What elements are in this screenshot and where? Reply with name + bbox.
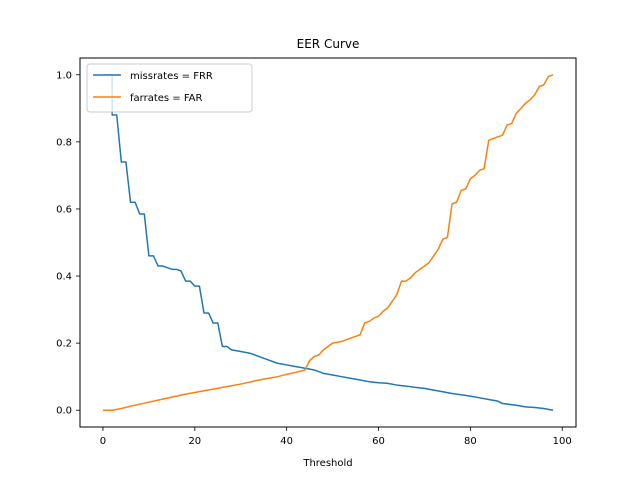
x-tick-label: 60	[372, 436, 385, 447]
x-tick-label: 100	[553, 436, 572, 447]
axes-frame	[79, 57, 577, 428]
series-line-0	[102, 74, 554, 411]
x-tick-label: 80	[464, 436, 477, 447]
series-line-1	[102, 74, 554, 411]
x-tick-label: 20	[188, 436, 201, 447]
y-tick-label: 1.0	[56, 70, 72, 81]
y-tick-label: 0.4	[56, 272, 72, 283]
y-tick-label: 0.6	[56, 204, 72, 215]
legend-box	[86, 63, 253, 113]
legend-label-far: farrates = FAR	[130, 93, 203, 104]
x-axis-label: Threshold	[302, 458, 352, 469]
y-tick-label: 0.2	[56, 339, 72, 350]
plot-area	[102, 74, 554, 411]
chart-title: EER Curve	[297, 37, 360, 51]
legend: missrates = FRR farrates = FAR	[86, 63, 253, 113]
y-tick-label: 0.8	[56, 137, 72, 148]
y-tick-label: 0.0	[56, 406, 72, 417]
x-tick-label: 0	[100, 436, 106, 447]
legend-label-frr: missrates = FRR	[130, 71, 213, 82]
x-axis-ticks: 0 20 40 60 80 100	[100, 427, 572, 447]
y-axis-ticks: 0.0 0.2 0.4 0.6 0.8 1.0	[56, 70, 80, 417]
x-tick-label: 40	[280, 436, 293, 447]
